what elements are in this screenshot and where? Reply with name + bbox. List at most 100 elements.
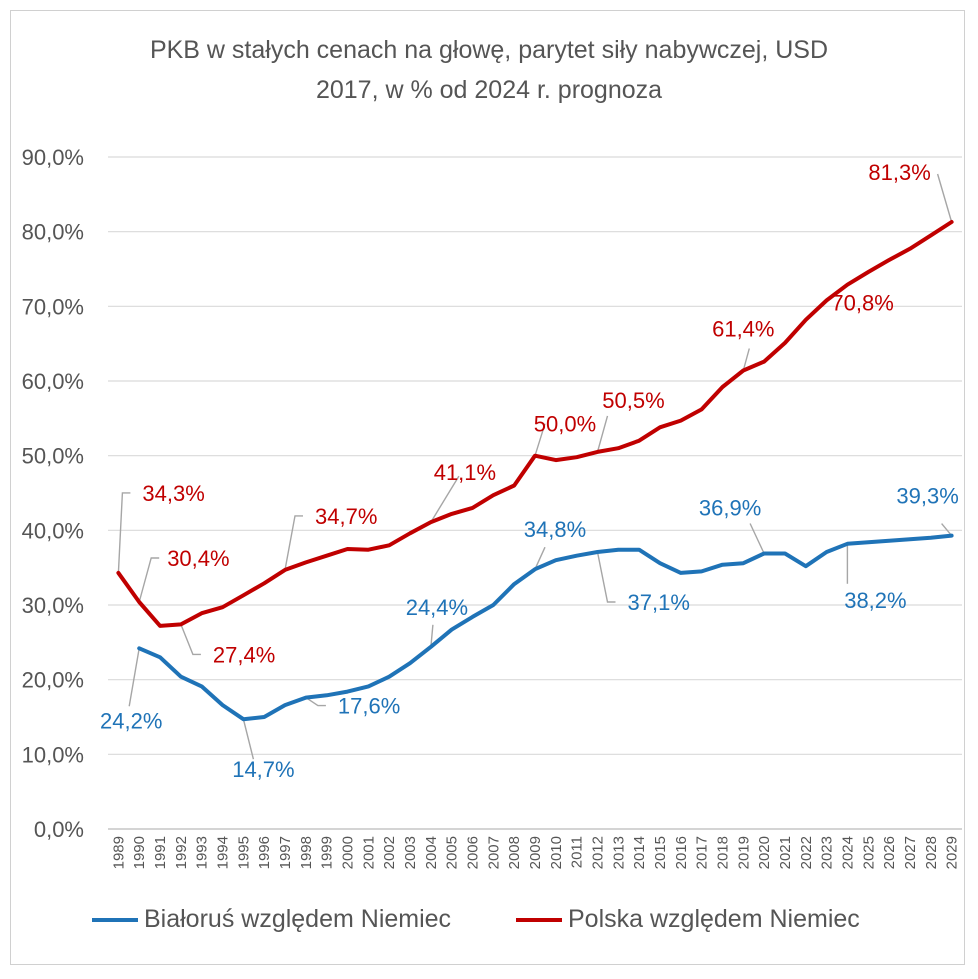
x-tick-label: 1998 xyxy=(298,836,315,869)
y-tick-label: 80,0% xyxy=(22,220,84,245)
x-tick-label: 2013 xyxy=(610,836,627,869)
chart-title-line-2: 2017, w % od 2024 r. prognoza xyxy=(315,76,663,104)
data-label: 61,4% xyxy=(712,317,774,342)
x-tick-label: 1990 xyxy=(131,836,148,869)
x-tick-label: 2011 xyxy=(569,836,586,868)
leader-line xyxy=(596,415,609,453)
leader-line xyxy=(430,475,460,523)
x-tick-label: 1991 xyxy=(152,836,169,869)
x-tick-label: 1996 xyxy=(256,836,273,869)
data-label: 36,9% xyxy=(699,496,761,521)
x-tick-label: 1999 xyxy=(319,836,336,869)
data-label: 30,4% xyxy=(167,546,229,571)
leader-line xyxy=(138,557,160,603)
data-label: 34,3% xyxy=(142,481,204,506)
leader-line xyxy=(180,624,201,656)
x-tick-label: 2005 xyxy=(444,836,461,869)
x-tick-label: 1997 xyxy=(277,836,294,869)
x-tick-label: 2020 xyxy=(756,836,773,869)
data-label: 34,7% xyxy=(315,504,377,529)
leader-line xyxy=(534,546,546,570)
series-lines xyxy=(116,220,954,722)
chart-title-line-1: PKB w stałych cenach na głowę, parytet s… xyxy=(149,36,829,64)
legend-item-poland: Polska względem Niemiec xyxy=(516,905,860,934)
data-label: 24,2% xyxy=(100,708,162,733)
y-tick-label: 40,0% xyxy=(22,518,84,543)
data-label: 39,3% xyxy=(896,484,958,509)
y-axis: 0,0% 10,0% 20,0% 30,0% 40,0% 50,0% 60,0% 70,0% 8… xyxy=(22,145,84,842)
data-label: 41,1% xyxy=(434,460,496,485)
leader-line xyxy=(117,492,131,573)
chart-frame xyxy=(10,10,965,965)
x-tick-label: 1989 xyxy=(110,836,127,869)
label-leader-lines xyxy=(117,173,953,760)
leader-line xyxy=(430,624,434,647)
legend-swatch-belarus xyxy=(92,917,138,922)
x-tick-label: 2024 xyxy=(839,836,856,869)
legend-swatch-poland xyxy=(516,917,562,922)
legend: Białoruś względem Niemiec Polska względe… xyxy=(0,905,978,945)
data-label: 34,8% xyxy=(524,517,586,542)
x-tick-label: 2025 xyxy=(860,836,877,869)
x-tick-label: 2012 xyxy=(589,836,606,869)
x-tick-label: 2028 xyxy=(923,836,940,869)
x-tick-label: 2003 xyxy=(402,836,419,869)
gridlines xyxy=(108,156,962,830)
x-tick-label: 2017 xyxy=(694,836,711,869)
legend-label-belarus: Białoruś względem Niemiec xyxy=(144,905,452,933)
data-label: 17,6% xyxy=(338,694,400,719)
x-tick-label: 2007 xyxy=(485,836,502,869)
x-tick-label: 2027 xyxy=(902,836,919,869)
series-line-poland xyxy=(116,220,954,628)
legend-item-belarus: Białoruś względem Niemiec xyxy=(92,905,451,934)
x-tick-label: 1993 xyxy=(194,836,211,869)
x-tick-label: 2008 xyxy=(506,836,523,869)
y-tick-label: 90,0% xyxy=(22,145,84,170)
x-tick-label: 2016 xyxy=(673,836,690,869)
x-tick-label: 1992 xyxy=(173,836,190,869)
leader-line xyxy=(128,648,140,707)
data-label: 37,1% xyxy=(628,590,690,615)
x-tick-label: 1995 xyxy=(235,836,252,869)
x-tick-label: 2014 xyxy=(631,836,648,869)
leader-line xyxy=(742,348,750,371)
x-tick-label: 2022 xyxy=(798,836,815,869)
data-label: 81,3% xyxy=(868,160,930,185)
x-tick-label: 2006 xyxy=(465,836,482,869)
leader-line xyxy=(596,551,616,603)
y-tick-label: 70,0% xyxy=(22,294,84,319)
x-tick-label: 2026 xyxy=(881,836,898,869)
x-tick-label: 2002 xyxy=(381,836,398,869)
data-labels: 24,2% 14,7% 17,6% 24,4% 34,8% 37,1% 36,9% 38,2%… xyxy=(100,160,959,782)
leader-line xyxy=(941,523,953,537)
data-label: 14,7% xyxy=(232,757,294,782)
x-tick-label: 2015 xyxy=(652,836,669,869)
x-axis: 1989 1990 1991 1992 1993 1994 1995 1996 1997 1998… xyxy=(108,828,962,869)
x-tick-label: 2019 xyxy=(735,836,752,869)
leader-line xyxy=(936,173,953,223)
x-tick-label: 1994 xyxy=(215,836,232,869)
legend-label-poland: Polska względem Niemiec xyxy=(568,905,860,933)
y-tick-label: 10,0% xyxy=(22,742,84,767)
y-tick-label: 50,0% xyxy=(22,444,84,469)
chart-title: PKB w stałych cenach na głowę, parytet s… xyxy=(0,30,978,110)
x-tick-label: 2000 xyxy=(340,836,357,869)
x-tick-label: 2029 xyxy=(944,836,961,869)
data-label: 38,2% xyxy=(844,588,906,613)
data-label: 70,8% xyxy=(831,290,893,315)
x-tick-label: 2023 xyxy=(819,836,836,869)
x-tick-label: 2001 xyxy=(360,836,377,869)
leader-line xyxy=(242,719,255,760)
y-tick-label: 60,0% xyxy=(22,369,84,394)
y-tick-label: 20,0% xyxy=(22,668,84,693)
x-tick-label: 2010 xyxy=(548,836,565,869)
x-tick-label: 2021 xyxy=(777,836,794,869)
data-label: 50,5% xyxy=(602,388,664,413)
series-line-belarus xyxy=(137,533,954,722)
data-label: 50,0% xyxy=(534,412,596,437)
leader-line xyxy=(749,523,765,554)
x-tick-label: 2018 xyxy=(714,836,731,869)
data-label: 24,4% xyxy=(406,595,468,620)
data-label: 27,4% xyxy=(213,642,275,667)
